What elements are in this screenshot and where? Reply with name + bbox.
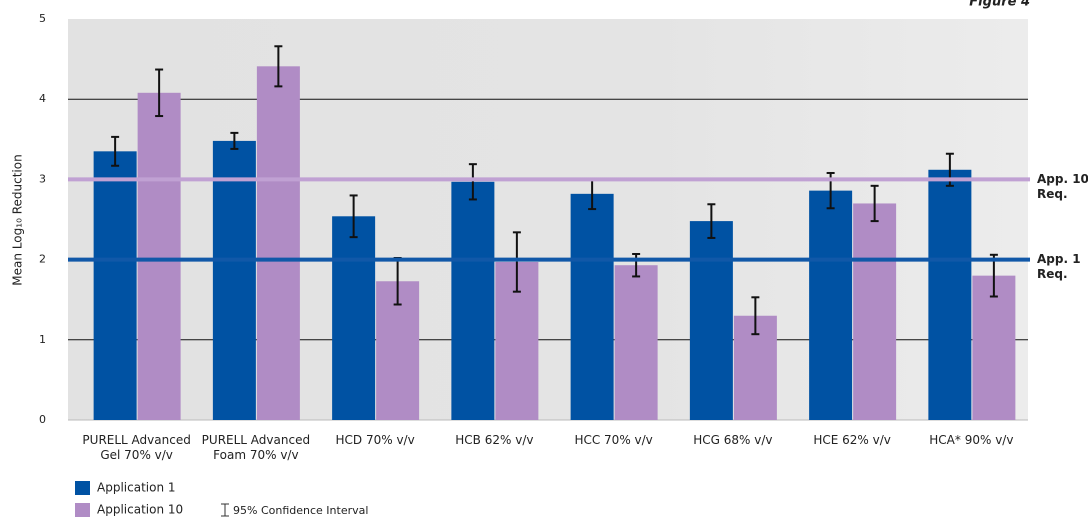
bar <box>614 265 658 420</box>
x-tick-label: HCA* 90% v/v <box>929 433 1013 447</box>
x-tick-line: HCC 70% v/v <box>574 433 652 447</box>
x-tick-line: Gel 70% v/v <box>100 448 173 462</box>
bar <box>212 140 256 421</box>
reference-label: Req. <box>1037 267 1068 281</box>
reference-label: Req. <box>1037 187 1068 201</box>
y-axis-label: Mean Log₁₀ Reduction <box>11 154 25 285</box>
error-bar <box>989 253 998 298</box>
y-tick-label: 3 <box>39 172 46 185</box>
error-bar <box>111 135 120 167</box>
x-tick-label: PURELL Advanced Foam 70% v/v <box>202 433 310 462</box>
y-tick-label: 1 <box>39 333 46 346</box>
x-tick-label: HCD 70% v/v <box>336 433 415 447</box>
error-bar <box>707 203 716 239</box>
x-tick-line: HCD 70% v/v <box>336 433 415 447</box>
x-tick-line: PURELL Advanced <box>202 433 310 447</box>
bar <box>93 151 137 420</box>
bar <box>256 66 300 421</box>
bar <box>928 169 972 420</box>
x-tick-label: HCC 70% v/v <box>574 433 652 447</box>
bar <box>853 203 897 420</box>
chart-title: Figure 4 <box>969 0 1030 10</box>
bar <box>809 190 853 420</box>
x-tick-label: HCG 68% v/v <box>693 433 772 447</box>
bar <box>451 181 495 420</box>
reference-label: App. 10 <box>1037 172 1088 186</box>
error-bar <box>274 45 283 88</box>
bar <box>972 275 1016 420</box>
error-bar <box>155 68 164 118</box>
error-bar <box>468 163 477 201</box>
x-tick-line: HCE 62% v/v <box>813 433 891 447</box>
x-tick-line: PURELL Advanced <box>82 433 190 447</box>
legend-swatch <box>75 481 90 495</box>
bar <box>570 193 614 420</box>
x-tick-label: HCE 62% v/v <box>813 433 891 447</box>
y-tick-label: 2 <box>39 253 46 266</box>
bar <box>689 221 733 420</box>
y-tick-label: 5 <box>39 12 46 25</box>
error-bar <box>230 131 239 150</box>
y-tick-label: 4 <box>39 92 46 105</box>
reference-label: App. 1 <box>1037 252 1081 266</box>
ci-icon <box>221 503 229 517</box>
bar <box>332 216 376 420</box>
legend-label: Application 10 <box>97 503 183 517</box>
x-tick-line: Foam 70% v/v <box>213 448 298 462</box>
legend-swatch <box>75 503 90 517</box>
x-tick-line: HCA* 90% v/v <box>929 433 1013 447</box>
y-tick-label: 0 <box>39 413 46 426</box>
x-tick-label: PURELL Advanced Gel 70% v/v <box>82 433 190 462</box>
bar <box>137 92 181 420</box>
legend-label: Application 1 <box>97 481 176 495</box>
error-bar <box>870 184 879 223</box>
error-bar <box>751 296 760 336</box>
x-tick-line: HCG 68% v/v <box>693 433 772 447</box>
error-bar <box>349 194 358 239</box>
x-tick-line: HCB 62% v/v <box>455 433 533 447</box>
ci-label: 95% Confidence Interval <box>233 504 368 517</box>
error-bar <box>512 231 521 293</box>
x-tick-label: HCB 62% v/v <box>455 433 533 447</box>
